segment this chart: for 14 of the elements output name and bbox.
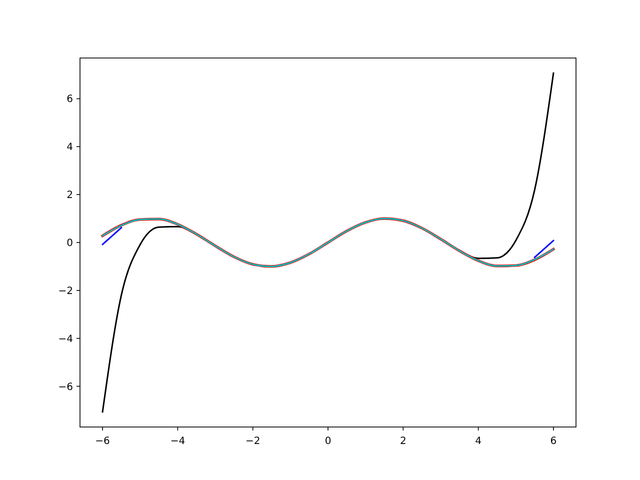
y-tick-label: 4: [66, 142, 73, 154]
y-tick-label: −4: [58, 334, 73, 345]
y-tick-label: −6: [58, 382, 73, 393]
x-tick-label: −2: [245, 436, 260, 447]
x-tick-label: −4: [170, 436, 186, 447]
y-tick-label: −2: [58, 286, 73, 297]
y-tick-label: 6: [66, 94, 73, 106]
y-tick-label: 0: [66, 238, 73, 249]
x-tick-label: 0: [324, 436, 332, 447]
x-tick-label: 6: [550, 436, 557, 447]
x-tick-label: 2: [400, 436, 406, 447]
y-tick-label: 2: [66, 190, 73, 202]
x-tick-label: −6: [95, 436, 110, 447]
x-tick-label: 4: [475, 436, 482, 447]
